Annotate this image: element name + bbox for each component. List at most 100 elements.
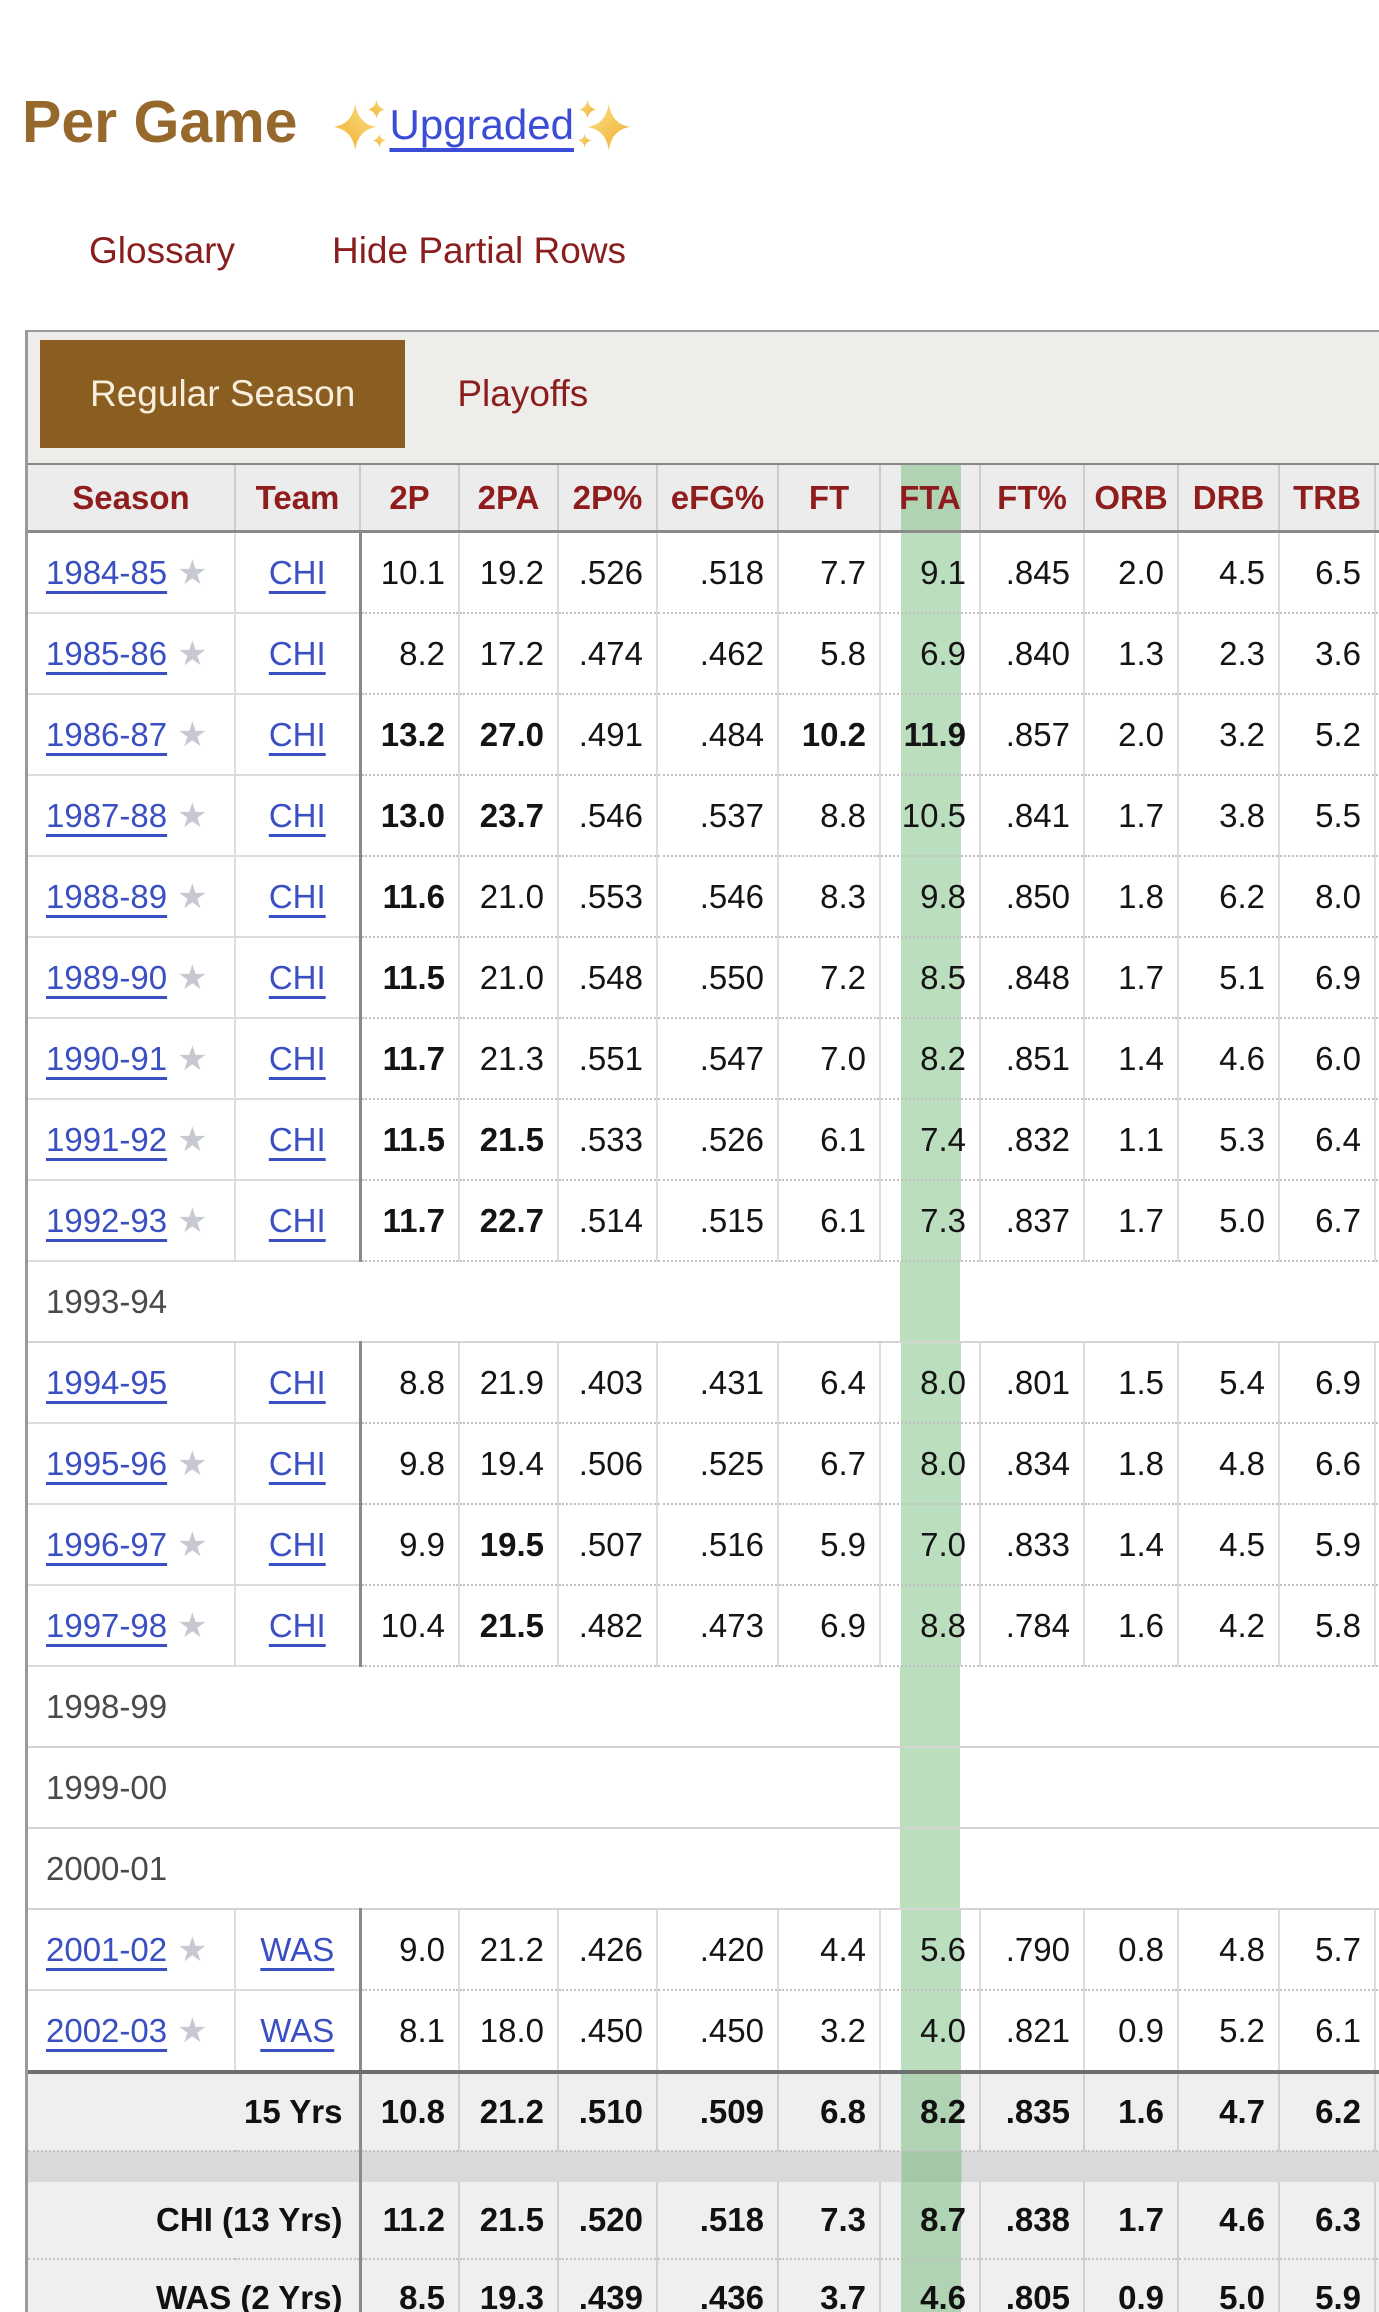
season-link[interactable]: 1994-95: [46, 1363, 168, 1401]
column-header-trb[interactable]: TRB: [1279, 465, 1376, 534]
table-row: 1985-86 ★ CHI 8.2 17.2.474.462 5.8 6.9.840 1.3 2…: [28, 613, 1379, 696]
season-link[interactable]: 1986-87: [46, 715, 168, 753]
team-link[interactable]: CHI: [268, 1525, 326, 1563]
team-link[interactable]: CHI: [268, 715, 326, 753]
team-link[interactable]: CHI: [268, 1444, 326, 1482]
team-link[interactable]: CHI: [268, 553, 326, 591]
season-link[interactable]: 1988-89: [46, 877, 168, 915]
season-link[interactable]: 1996-97: [46, 1525, 168, 1563]
column-header-2p[interactable]: 2P: [360, 465, 460, 534]
season-cell: 1986-87 ★: [28, 694, 236, 777]
upgraded-badge: Upgraded: [332, 96, 632, 154]
team-link[interactable]: CHI: [268, 1363, 326, 1401]
stat-cell: 11.5: [360, 937, 460, 1020]
column-header-2pa[interactable]: 2PA: [459, 465, 559, 534]
season-link[interactable]: 1984-85: [46, 553, 168, 591]
tab-playoffs[interactable]: Playoffs: [451, 371, 594, 417]
column-header-2p[interactable]: 2P%: [558, 465, 658, 534]
cutoff-cell: [1375, 1990, 1379, 2074]
all-star-icon: ★: [177, 958, 208, 997]
column-header-ft[interactable]: FT%: [980, 465, 1085, 534]
stat-cell: .526: [657, 1099, 779, 1182]
stat-cell: 1.8: [1084, 1423, 1179, 1506]
team-link[interactable]: CHI: [268, 1606, 326, 1644]
stat-cell: .514: [558, 1180, 658, 1263]
season-link[interactable]: 1995-96: [46, 1444, 168, 1482]
stat-cell: 18.0: [459, 1990, 559, 2074]
column-header-efg[interactable]: eFG%: [657, 465, 779, 534]
column-header-fta[interactable]: FTA: [880, 465, 981, 534]
season-link[interactable]: 1989-90: [46, 958, 168, 996]
hide-partial-rows-link[interactable]: Hide Partial Rows: [331, 230, 627, 271]
stat-cell: 7.0: [778, 1018, 881, 1101]
stat-cell: .821: [980, 1990, 1085, 2074]
stat-cell: 22.7: [459, 1180, 559, 1263]
table-row: 2001-02 ★ WAS 9.0 21.2.426.420 4.4 5.6.790 0.8 4…: [28, 1909, 1379, 1992]
team-link[interactable]: CHI: [268, 1039, 326, 1077]
season-link[interactable]: 2002-03: [46, 2011, 168, 2049]
team-link[interactable]: CHI: [268, 634, 326, 672]
stat-cell: 21.2: [459, 1909, 559, 1992]
team-link[interactable]: CHI: [268, 796, 326, 834]
team-link[interactable]: WAS: [260, 1930, 335, 1968]
season-link[interactable]: 1985-86: [46, 634, 168, 672]
season-link[interactable]: 1992-93: [46, 1201, 168, 1239]
season-cell: 1988-89 ★: [28, 856, 236, 939]
team-link[interactable]: CHI: [268, 1201, 326, 1239]
table-row: 1995-96 ★ CHI 9.8 19.4.506.525 6.7 8.0.834 1.8 4…: [28, 1423, 1379, 1506]
team-cell: CHI: [235, 775, 362, 858]
team-link[interactable]: CHI: [268, 1120, 326, 1158]
stat-cell: .550: [657, 937, 779, 1020]
table-row: 2002-03 ★ WAS 8.1 18.0.450.450 3.2 4.0.821 0.9 5…: [28, 1990, 1379, 2074]
stat-cell: .533: [558, 1099, 658, 1182]
summary-stat-cell: 1.7: [1084, 2182, 1179, 2261]
column-header-drb[interactable]: DRB: [1178, 465, 1280, 534]
tab-regular-season[interactable]: Regular Season: [40, 340, 406, 449]
table-row: 1991-92 ★ CHI 11.5 21.5.533.526 6.1 7.4.832 1.1…: [28, 1099, 1379, 1182]
stat-cell: 1.7: [1084, 775, 1179, 858]
season-link[interactable]: 1991-92: [46, 1120, 168, 1158]
stat-cell: 4.8: [1178, 1909, 1280, 1992]
cutoff-cell: [1375, 1342, 1379, 1425]
season-link[interactable]: 1987-88: [46, 796, 168, 834]
table-row: 1988-89 ★ CHI 11.6 21.0.553.546 8.3 9.8.850 1.8…: [28, 856, 1379, 939]
column-header-ft[interactable]: FT: [778, 465, 881, 534]
season-link[interactable]: 1990-91: [46, 1039, 168, 1077]
season-cell: 1991-92 ★: [28, 1099, 236, 1182]
stat-cell: 11.5: [360, 1099, 460, 1182]
team-link[interactable]: WAS: [260, 2011, 335, 2049]
team-link[interactable]: CHI: [268, 958, 326, 996]
all-star-icon: ★: [177, 796, 208, 835]
summary-stat-cell: .805: [980, 2259, 1085, 2312]
team-cell: CHI: [235, 1018, 362, 1101]
stat-cell: .431: [657, 1342, 779, 1425]
stat-cell: 9.8: [360, 1423, 460, 1506]
stat-cell: 4.8: [1178, 1423, 1280, 1506]
stat-cell: .553: [558, 856, 658, 939]
stat-cell: 1.3: [1084, 613, 1179, 696]
season-cell: 1984-85 ★: [28, 531, 236, 615]
column-header-orb[interactable]: ORB: [1084, 465, 1179, 534]
column-header-team[interactable]: Team: [235, 465, 361, 534]
stat-cell: 6.9: [1279, 1342, 1376, 1425]
stat-cell: .546: [657, 856, 779, 939]
season-link[interactable]: 1997-98: [46, 1606, 168, 1644]
upgraded-link[interactable]: Upgraded: [389, 101, 574, 148]
stat-cell: 27.0: [459, 694, 559, 777]
stat-cell: 21.5: [459, 1099, 559, 1182]
stat-cell: 4.0: [880, 1990, 981, 2074]
season-link[interactable]: 2001-02: [46, 1930, 168, 1968]
column-header-season[interactable]: Season: [28, 465, 236, 534]
team-link[interactable]: CHI: [268, 877, 326, 915]
team-cell: WAS: [235, 1990, 362, 2074]
all-star-icon: ★: [177, 634, 208, 673]
stat-cell: .784: [980, 1585, 1085, 1668]
all-star-icon: ★: [177, 2011, 208, 2050]
season-cell: 1990-91 ★: [28, 1018, 236, 1101]
cutoff-cell: [1375, 937, 1379, 1020]
glossary-link[interactable]: Glossary: [89, 230, 235, 271]
stat-cell: 11.6: [360, 856, 460, 939]
all-star-icon: ★: [177, 1039, 208, 1078]
sparkles-icon: [577, 99, 631, 151]
summary-row: WAS (2 Yrs) 8.5 19.3.439.436 3.7 4.6.805 0.9 5…: [28, 2259, 1379, 2312]
